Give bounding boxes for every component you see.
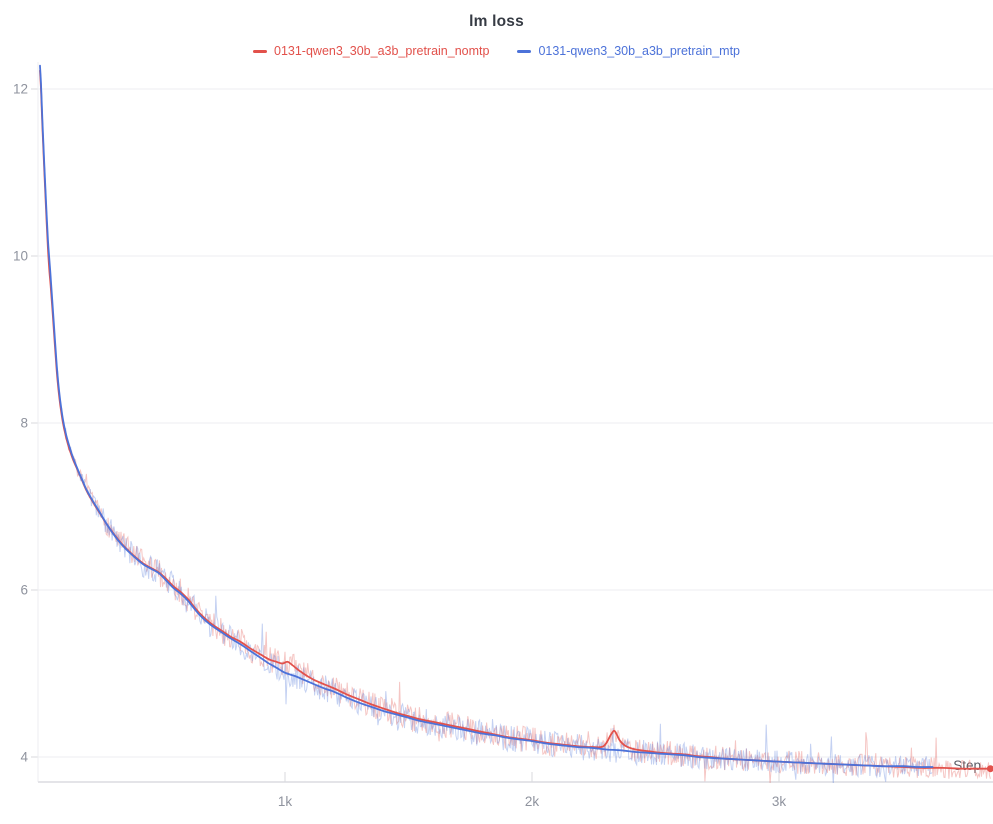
ytick-label-6: 6 (20, 583, 28, 598)
ytick-label-4: 4 (20, 750, 28, 765)
raw-line-mtp (39, 65, 933, 783)
ytick-label-10: 10 (13, 249, 28, 264)
gridlines (38, 88, 993, 758)
smooth-line-mtp (39, 64, 934, 768)
legend-label-nomtp: 0131-qwen3_30b_a3b_pretrain_nomtp (274, 44, 490, 58)
legend-label-mtp: 0131-qwen3_30b_a3b_pretrain_mtp (538, 44, 740, 58)
legend-swatch-nomtp-icon (253, 49, 267, 53)
axes (31, 62, 993, 783)
xtick-label-3k: 3k (772, 794, 787, 809)
smooth-line-nomtp (39, 69, 992, 770)
tick-labels: 4 6 8 10 12 1k 2k 3k (13, 82, 786, 810)
legend-item-nomtp[interactable]: 0131-qwen3_30b_a3b_pretrain_nomtp (253, 44, 489, 58)
series-end-dot (986, 765, 993, 773)
ytick-label-8: 8 (20, 416, 28, 431)
legend-item-mtp[interactable]: 0131-qwen3_30b_a3b_pretrain_mtp (517, 44, 740, 58)
xtick-label-1k: 1k (278, 794, 293, 809)
raw-line-nomtp (39, 72, 991, 783)
legend: 0131-qwen3_30b_a3b_pretrain_nomtp 0131-q… (0, 44, 993, 58)
series-lines (39, 64, 993, 783)
xtick-label-2k: 2k (525, 794, 540, 809)
legend-swatch-mtp-icon (517, 49, 532, 53)
ytick-label-12: 12 (13, 82, 28, 97)
chart-title: lm loss (469, 13, 524, 30)
x-axis-label: Step (953, 758, 981, 773)
